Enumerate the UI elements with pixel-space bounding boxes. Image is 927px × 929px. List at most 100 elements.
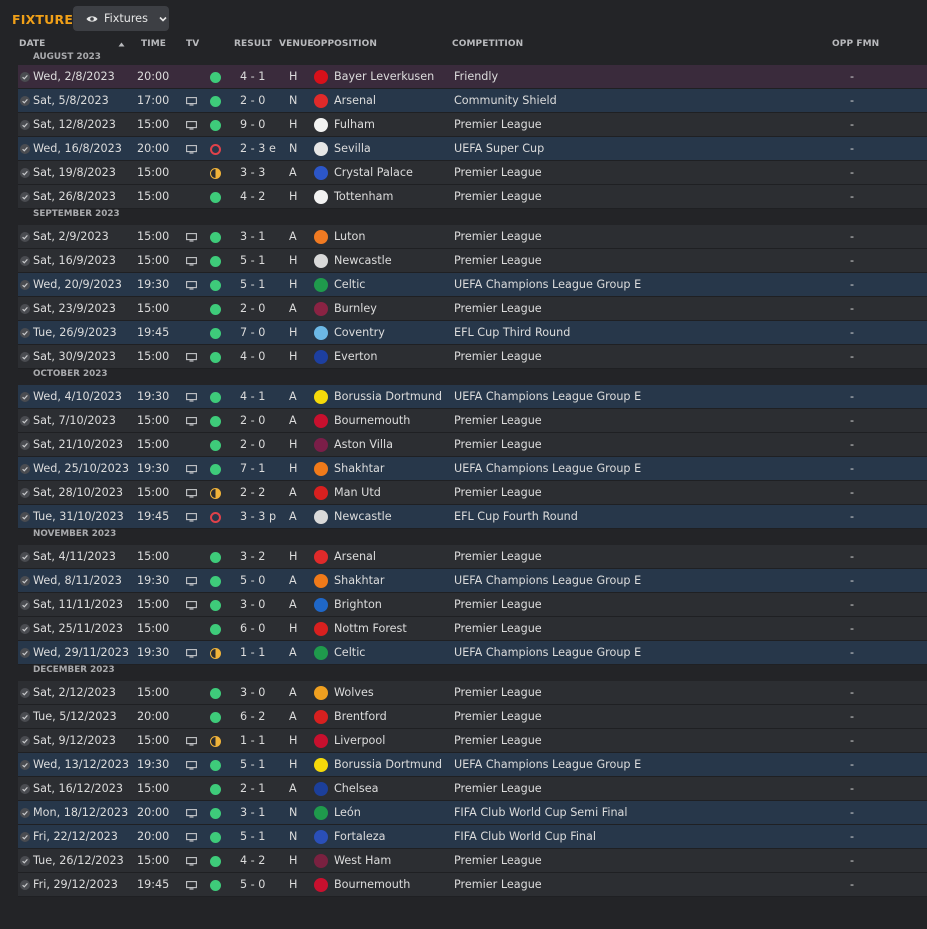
fixture-opposition[interactable]: Celtic (334, 646, 366, 659)
column-header-opposition[interactable]: OPPOSITION (313, 39, 377, 49)
fixture-opposition[interactable]: Coventry (334, 326, 385, 339)
fixture-competition[interactable]: Premier League (454, 438, 542, 451)
fixture-opposition[interactable]: Borussia Dortmund (334, 758, 443, 771)
fixture-opposition[interactable]: Chelsea (334, 782, 379, 795)
fixture-competition[interactable]: FIFA Club World Cup Semi Final (454, 806, 628, 819)
fixture-row[interactable]: Sat, 9/12/2023 15:00 1 - 1 H Liverpool Premie… (18, 729, 927, 753)
fixture-opposition[interactable]: Celtic (334, 278, 366, 291)
fixture-competition[interactable]: Premier League (454, 598, 542, 611)
fixture-opposition[interactable]: Burnley (334, 302, 377, 315)
fixture-opposition[interactable]: Wolves (334, 686, 374, 699)
fixture-opposition[interactable]: West Ham (334, 854, 392, 867)
fixture-competition[interactable]: Premier League (454, 782, 542, 795)
fixture-row[interactable]: Sat, 25/11/2023 15:00 6 - 0 H Nottm Forest Pr… (18, 617, 927, 641)
column-header-competition[interactable]: COMPETITION (452, 39, 524, 49)
fixture-opposition[interactable]: Bournemouth (334, 414, 411, 427)
fixture-competition[interactable]: UEFA Champions League Group E (454, 462, 642, 475)
fixture-competition[interactable]: Premier League (454, 486, 542, 499)
column-header-tv[interactable]: TV (186, 39, 200, 49)
fixture-opposition[interactable]: Borussia Dortmund (334, 390, 443, 403)
fixture-competition[interactable]: Friendly (454, 70, 499, 83)
fixture-opposition[interactable]: Brentford (334, 710, 387, 723)
fixture-row[interactable]: Tue, 26/12/2023 15:00 4 - 2 H West Ham Premie… (18, 849, 927, 873)
fixture-row[interactable]: Tue, 5/12/2023 20:00 6 - 2 A Brentford Premie… (18, 705, 927, 729)
fixture-competition[interactable]: UEFA Champions League Group E (454, 646, 642, 659)
fixture-row[interactable]: Wed, 20/9/2023 19:30 5 - 1 H Celtic UEFA Cham… (18, 273, 927, 297)
fixture-opposition[interactable]: Nottm Forest (334, 622, 407, 635)
fixture-competition[interactable]: Premier League (454, 230, 542, 243)
fixture-competition[interactable]: UEFA Champions League Group E (454, 574, 642, 587)
fixture-opposition[interactable]: Bournemouth (334, 878, 411, 891)
fixture-competition[interactable]: FIFA Club World Cup Final (454, 830, 596, 843)
fixture-opposition[interactable]: Shakhtar (334, 462, 385, 475)
fixture-row[interactable]: Sat, 2/9/2023 15:00 3 - 1 A Luton Premier Lea… (18, 225, 927, 249)
fixture-opposition[interactable]: Aston Villa (334, 438, 393, 451)
fixture-row[interactable]: Mon, 18/12/2023 20:00 3 - 1 N León FIFA Club … (18, 801, 927, 825)
fixture-competition[interactable]: Premier League (454, 622, 542, 635)
fixture-competition[interactable]: Premier League (454, 878, 542, 891)
fixture-opposition[interactable]: Fortaleza (334, 830, 386, 843)
view-selector-button[interactable]: Fixtures (73, 6, 169, 31)
fixture-competition[interactable]: Premier League (454, 734, 542, 747)
fixture-opposition[interactable]: Arsenal (334, 550, 377, 563)
fixture-competition[interactable]: UEFA Super Cup (454, 142, 545, 155)
fixture-row[interactable]: Sat, 5/8/2023 17:00 2 - 0 N Arsenal Community… (18, 89, 927, 113)
fixture-row[interactable]: Tue, 31/10/2023 19:45 3 - 3 p A Newcastle EFL… (18, 505, 927, 529)
fixture-competition[interactable]: Premier League (454, 686, 542, 699)
fixture-row[interactable]: Wed, 13/12/2023 19:30 5 - 1 H Borussia Dortm… (18, 753, 927, 777)
fixture-opposition[interactable]: Arsenal (334, 94, 377, 107)
fixture-row[interactable]: Wed, 29/11/2023 19:30 1 - 1 A Celtic UEFA Cha… (18, 641, 927, 665)
fixture-competition[interactable]: EFL Cup Third Round (454, 326, 571, 339)
fixture-competition[interactable]: UEFA Champions League Group E (454, 278, 642, 291)
fixture-competition[interactable]: Premier League (454, 854, 542, 867)
fixture-row[interactable]: Sat, 4/11/2023 15:00 3 - 2 H Arsenal Premier … (18, 545, 927, 569)
fixture-row[interactable]: Sat, 19/8/2023 15:00 3 - 3 A Crystal Palace P… (18, 161, 927, 185)
column-header-time[interactable]: TIME (141, 39, 166, 49)
fixture-competition[interactable]: Premier League (454, 190, 542, 203)
fixture-competition[interactable]: Premier League (454, 414, 542, 427)
fixture-row[interactable]: Wed, 25/10/2023 19:30 7 - 1 H Shakhtar UEFA C… (18, 457, 927, 481)
fixture-row[interactable]: Wed, 8/11/2023 19:30 5 - 0 A Shakhtar UEFA Ch… (18, 569, 927, 593)
fixture-row[interactable]: Tue, 26/9/2023 19:45 7 - 0 H Coventry EFL Cup… (18, 321, 927, 345)
fixture-competition[interactable]: Premier League (454, 710, 542, 723)
column-header-result[interactable]: RESULT (234, 39, 272, 49)
fixture-competition[interactable]: Premier League (454, 118, 542, 131)
fixture-row[interactable]: Sat, 16/12/2023 15:00 2 - 1 A Chelsea Premier… (18, 777, 927, 801)
fixture-opposition[interactable]: Liverpool (334, 734, 386, 747)
fixture-opposition[interactable]: Fulham (334, 118, 375, 131)
column-header-date[interactable]: DATE (19, 39, 46, 49)
fixture-competition[interactable]: UEFA Champions League Group E (454, 758, 642, 771)
fixture-opposition[interactable]: Newcastle (334, 254, 392, 267)
fixture-competition[interactable]: Premier League (454, 550, 542, 563)
fixture-row[interactable]: Sat, 26/8/2023 15:00 4 - 2 H Tottenham Premie… (18, 185, 927, 209)
fixture-row[interactable]: Sat, 12/8/2023 15:00 9 - 0 H Fulham Premier L… (18, 113, 927, 137)
fixture-opposition[interactable]: Shakhtar (334, 574, 385, 587)
fixture-row[interactable]: Sat, 11/11/2023 15:00 3 - 0 A Brighton Premie… (18, 593, 927, 617)
fixture-row[interactable]: Wed, 16/8/2023 20:00 2 - 3 e N Sevilla UEFA S… (18, 137, 927, 161)
fixture-competition[interactable]: Community Shield (454, 94, 557, 107)
fixture-row[interactable]: Sat, 23/9/2023 15:00 2 - 0 A Burnley Premier … (18, 297, 927, 321)
fixture-row[interactable]: Fri, 29/12/2023 19:45 5 - 0 H Bournemouth Pre… (18, 873, 927, 897)
fixture-opposition[interactable]: Tottenham (334, 190, 394, 203)
fixture-competition[interactable]: Premier League (454, 166, 542, 179)
fixture-row[interactable]: Wed, 2/8/2023 20:00 4 - 1 H Bayer Leverkusen… (18, 65, 927, 89)
fixture-competition[interactable]: Premier League (454, 302, 542, 315)
fixture-opposition[interactable]: León (334, 806, 361, 819)
fixture-row[interactable]: Sat, 28/10/2023 15:00 2 - 2 A Man Utd Premier… (18, 481, 927, 505)
fixture-row[interactable]: Sat, 30/9/2023 15:00 4 - 0 H Everton Premier … (18, 345, 927, 369)
fixture-opposition[interactable]: Sevilla (334, 142, 371, 155)
fixture-opposition[interactable]: Luton (334, 230, 366, 243)
fixture-opposition[interactable]: Newcastle (334, 510, 392, 523)
fixture-competition[interactable]: UEFA Champions League Group E (454, 390, 642, 403)
fixture-row[interactable]: Sat, 21/10/2023 15:00 2 - 0 H Aston Villa Pre… (18, 433, 927, 457)
fixture-opposition[interactable]: Everton (334, 350, 378, 363)
fixture-row[interactable]: Sat, 2/12/2023 15:00 3 - 0 A Wolves Premier L… (18, 681, 927, 705)
fixture-opposition[interactable]: Crystal Palace (334, 166, 413, 179)
fixture-row[interactable]: Fri, 22/12/2023 20:00 5 - 1 N Fortaleza FIFA … (18, 825, 927, 849)
fixture-row[interactable]: Sat, 7/10/2023 15:00 2 - 0 A Bournemouth Prem… (18, 409, 927, 433)
fixture-row[interactable]: Sat, 16/9/2023 15:00 5 - 1 H Newcastle Premie… (18, 249, 927, 273)
fixture-competition[interactable]: Premier League (454, 350, 542, 363)
fixture-opposition[interactable]: Man Utd (334, 486, 381, 499)
fixture-opposition[interactable]: Brighton (334, 598, 382, 611)
fixture-opposition[interactable]: Bayer Leverkusen (334, 70, 435, 83)
